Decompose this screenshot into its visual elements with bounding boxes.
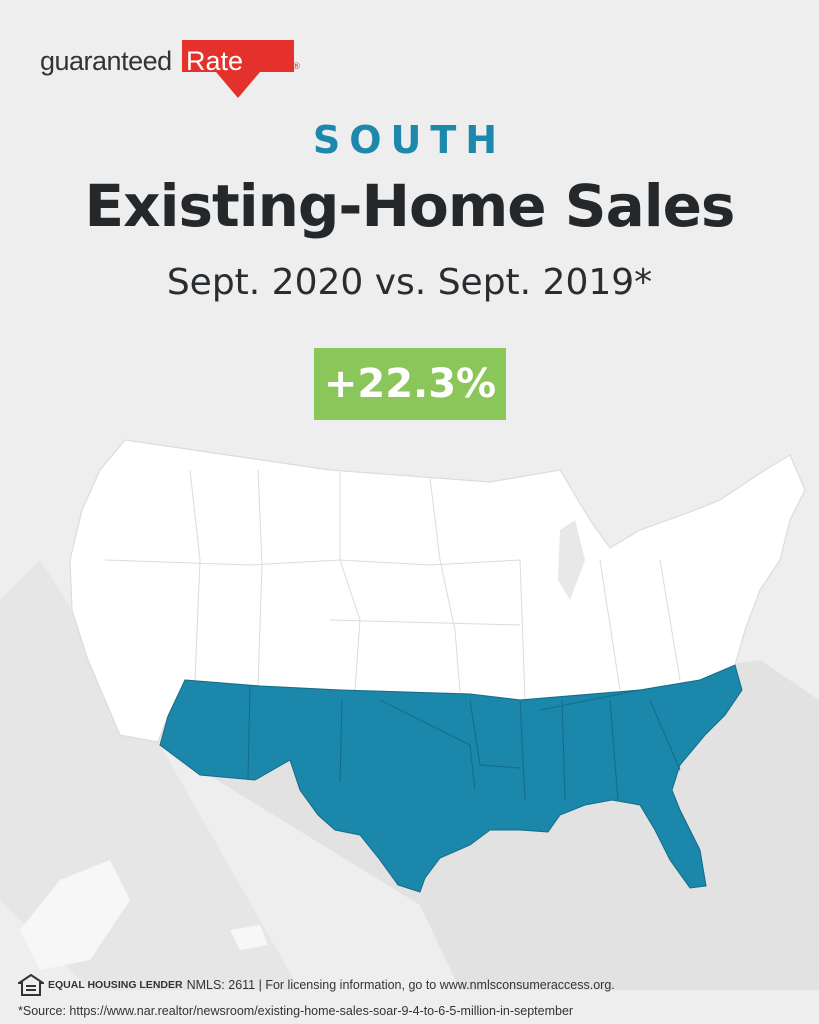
footer: EQUAL HOUSING LENDER NMLS: 2611 | For li…: [18, 970, 808, 1018]
page-title: Existing-Home Sales: [84, 172, 736, 240]
us-map: [0, 439, 819, 990]
us-south-region: [159, 664, 743, 893]
footer-license-row: EQUAL HOUSING LENDER NMLS: 2611 | For li…: [18, 970, 808, 1000]
license-text: NMLS: 2611 | For licensing information, …: [186, 978, 615, 992]
source-text: *Source: https://www.nar.realtor/newsroo…: [18, 1004, 574, 1018]
change-badge: +22.3%: [314, 348, 506, 420]
equal-housing-icon: [18, 974, 44, 996]
arrow-down-icon: [182, 40, 294, 98]
logo-rate-arrow: Rate ®: [182, 40, 301, 100]
ehl-label: EQUAL HOUSING LENDER: [48, 979, 183, 991]
registered-mark: ®: [292, 62, 301, 72]
logo-word: guaranteed: [40, 46, 172, 76]
state-borders-south: [247, 685, 681, 801]
hawaii-shape: [230, 925, 268, 950]
lake-michigan: [558, 520, 585, 600]
region-label: SOUTH: [312, 118, 507, 162]
page-subtitle: Sept. 2020 vs. Sept. 2019*: [166, 262, 653, 303]
logo-rate-label: Rate: [186, 46, 244, 76]
alaska-shape: [20, 860, 130, 970]
guaranteed-rate-logo: guaranteed Rate ®: [40, 40, 301, 110]
state-borders-north: [104, 469, 681, 701]
